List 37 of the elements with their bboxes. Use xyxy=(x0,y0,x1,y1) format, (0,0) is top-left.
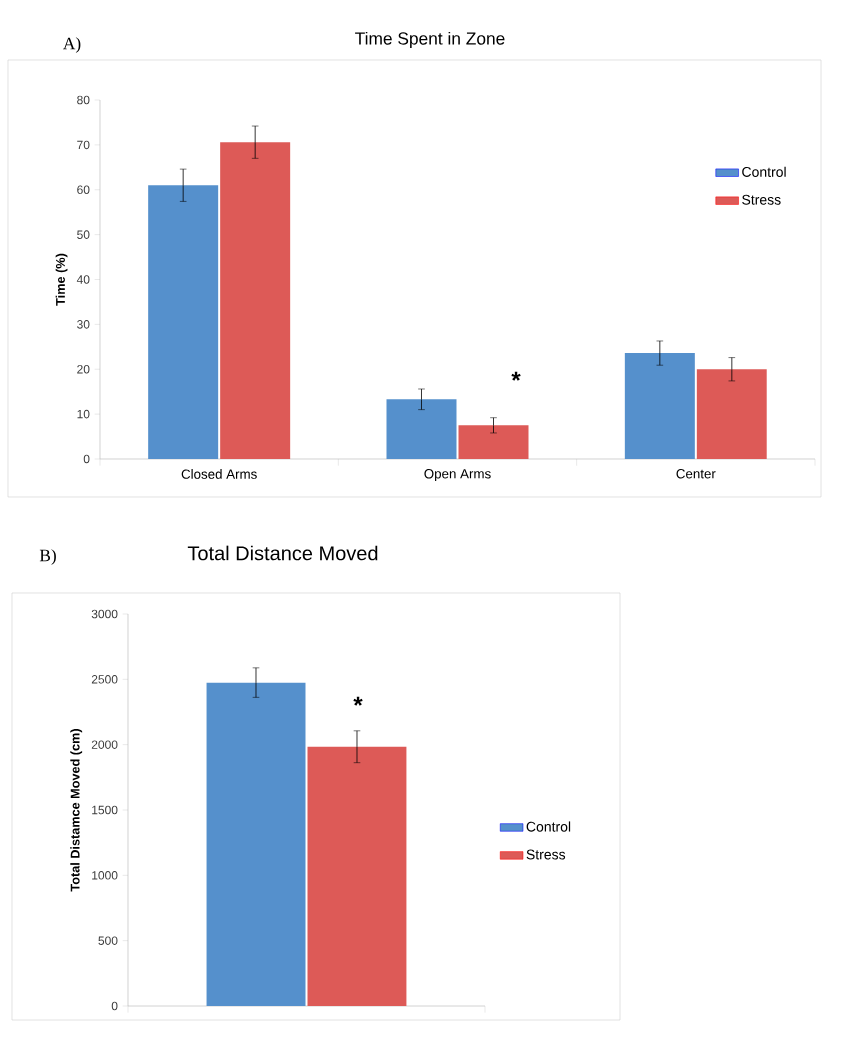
y-axis-title: Time (%) xyxy=(55,253,68,306)
text: A) xyxy=(63,37,81,53)
bar xyxy=(148,185,219,459)
annotation: * xyxy=(353,696,363,706)
bar xyxy=(458,425,529,459)
legend-label: Stress xyxy=(526,849,566,860)
y-tick-label: 10 xyxy=(77,409,90,419)
y-axis-title: Total Distamce Moved (cm) xyxy=(70,729,83,892)
text: B) xyxy=(39,549,56,565)
x-tick-label: Open Arms xyxy=(424,469,491,482)
y-tick-label: 30 xyxy=(77,320,90,329)
chart-title: Time Spent in Zone xyxy=(355,31,505,49)
y-tick-label: 20 xyxy=(77,364,90,374)
y-tick-label: 80 xyxy=(77,95,90,105)
x-tick-label: Center xyxy=(676,469,716,479)
y-tick-label: 40 xyxy=(76,275,90,284)
y-tick-label: 3000 xyxy=(91,609,118,619)
legend-label: Control xyxy=(742,166,786,177)
legend-label: Stress xyxy=(742,194,781,205)
bar xyxy=(386,399,457,459)
legend-label: Control xyxy=(526,821,571,832)
y-tick-label: 50 xyxy=(77,230,90,239)
y-tick-label: 2500 xyxy=(91,675,118,684)
bar xyxy=(624,353,695,459)
y-tick-label: 70 xyxy=(77,140,90,150)
y-tick-label: 2000 xyxy=(91,740,118,749)
y-tick-label: 0 xyxy=(83,454,90,464)
y-tick-label: 60 xyxy=(77,185,90,195)
bar xyxy=(220,142,291,459)
y-tick-label: 1500 xyxy=(92,805,118,815)
annotation: * xyxy=(511,371,521,381)
chart-title: Total Distance Moved xyxy=(187,545,378,561)
y-tick-label: 1000 xyxy=(92,871,118,880)
x-tick-label: Closed Arms xyxy=(181,469,257,479)
bar xyxy=(696,369,767,459)
y-tick-label: 500 xyxy=(98,936,118,945)
y-tick-label: 0 xyxy=(111,1001,118,1011)
